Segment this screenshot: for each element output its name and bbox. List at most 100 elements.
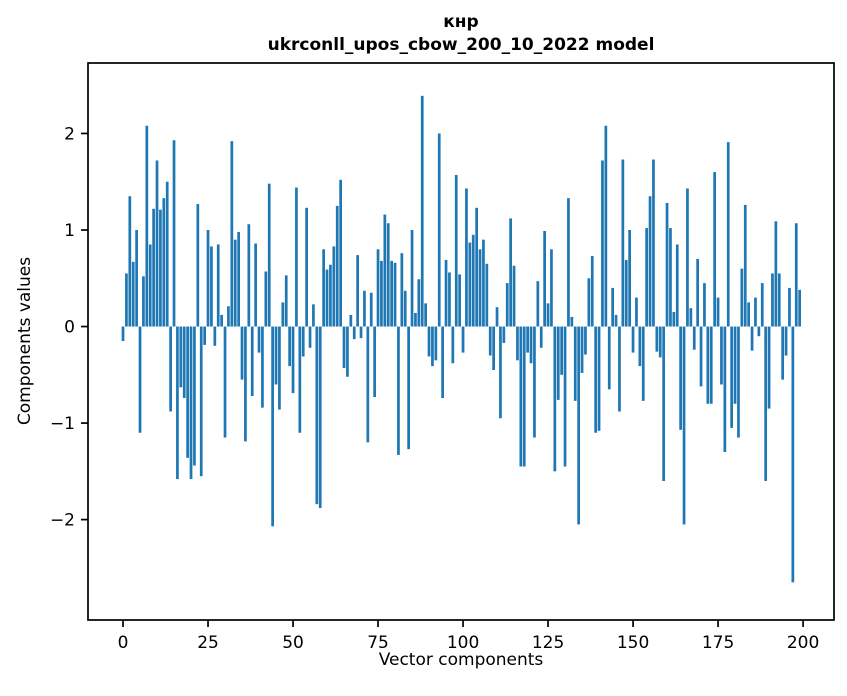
bar-55 <box>308 326 312 348</box>
y-tick-label--2: −2 <box>50 511 75 531</box>
bar-9 <box>152 208 155 327</box>
bar-146 <box>618 326 621 412</box>
x-tick-label-75: 75 <box>367 633 389 653</box>
bar-7 <box>145 125 149 327</box>
x-tick-label-50: 50 <box>282 633 304 653</box>
bar-108 <box>488 326 492 356</box>
y-tick-label-2: 2 <box>64 124 75 144</box>
bar-41 <box>261 326 264 408</box>
bar-73 <box>369 292 373 327</box>
bar-185 <box>750 326 754 351</box>
bar-199 <box>798 289 802 327</box>
y-axis-label: Components values <box>15 257 35 425</box>
bar-37 <box>247 224 251 327</box>
bar-22 <box>196 203 200 327</box>
bar-40 <box>257 326 261 353</box>
bar-28 <box>216 244 220 327</box>
bar-86 <box>414 313 417 327</box>
bar-131 <box>567 198 570 327</box>
bar-53 <box>301 326 305 357</box>
bar-129 <box>560 326 564 375</box>
bar-52 <box>298 326 302 433</box>
bar-30 <box>223 326 227 438</box>
bar-122 <box>536 281 540 327</box>
bar-136 <box>584 326 587 355</box>
x-tick-label-175: 175 <box>702 633 734 653</box>
bar-183 <box>743 204 747 327</box>
x-tick-label-200: 200 <box>787 633 819 653</box>
bar-193 <box>777 273 781 327</box>
bar-168 <box>692 326 696 350</box>
bar-116 <box>516 326 519 361</box>
bar-161 <box>669 228 672 327</box>
bar-90 <box>427 326 431 357</box>
bar-51 <box>295 187 298 327</box>
bar-165 <box>682 326 686 525</box>
bar-26 <box>210 246 213 327</box>
bar-101 <box>465 188 468 327</box>
bar-150 <box>631 326 635 353</box>
bar-114 <box>509 218 512 327</box>
bar-50 <box>291 326 295 394</box>
bar-63 <box>335 205 339 327</box>
bar-186 <box>754 297 757 327</box>
x-tick-label-100: 100 <box>447 633 479 653</box>
bar-88 <box>420 95 424 327</box>
bar-135 <box>580 326 584 373</box>
bar-197 <box>791 326 795 583</box>
bar-3 <box>131 261 135 327</box>
bar-118 <box>522 326 526 467</box>
bar-171 <box>703 283 706 327</box>
bar-169 <box>696 258 700 327</box>
bar-115 <box>512 265 516 327</box>
bar-61 <box>329 264 332 327</box>
bar-59 <box>322 249 325 327</box>
bar-96 <box>448 272 451 327</box>
bar-68 <box>352 326 356 340</box>
bar-105 <box>478 249 482 327</box>
bar-107 <box>485 263 489 327</box>
bar-128 <box>556 326 560 400</box>
bar-0 <box>121 326 125 342</box>
bar-159 <box>662 326 666 481</box>
bar-84 <box>407 326 410 450</box>
bar-62 <box>332 246 336 327</box>
bar-29 <box>220 314 223 327</box>
bar-106 <box>482 239 485 327</box>
bar-27 <box>213 326 217 346</box>
bar-89 <box>424 303 427 327</box>
bar-93 <box>437 133 441 327</box>
bar-149 <box>628 230 632 327</box>
bar-13 <box>165 181 169 327</box>
bar-79 <box>390 260 393 327</box>
chart-title: кнр <box>443 12 478 32</box>
bar-176 <box>720 326 723 385</box>
bar-196 <box>788 287 791 327</box>
bar-6 <box>142 276 145 327</box>
bar-25 <box>206 230 210 327</box>
bar-177 <box>723 326 727 453</box>
bar-98 <box>454 174 458 327</box>
bar-162 <box>672 312 676 327</box>
bar-141 <box>601 160 604 327</box>
bar-175 <box>716 297 720 327</box>
bar-77 <box>383 214 387 327</box>
bar-111 <box>499 326 502 419</box>
bar-120 <box>529 326 533 364</box>
bar-170 <box>699 326 703 387</box>
bar-182 <box>740 268 744 327</box>
bar-102 <box>468 242 472 327</box>
bar-32 <box>230 141 234 327</box>
bar-1 <box>125 273 128 327</box>
bar-31 <box>227 306 230 327</box>
bar-151 <box>635 297 638 327</box>
y-tick-label-1: 1 <box>64 221 75 241</box>
bar-66 <box>346 326 349 377</box>
bar-167 <box>689 308 693 327</box>
x-tick-label-125: 125 <box>532 633 564 653</box>
bar-60 <box>325 269 329 327</box>
bar-64 <box>339 179 342 327</box>
bar-87 <box>417 279 421 327</box>
bar-117 <box>519 326 523 467</box>
bar-103 <box>471 234 475 327</box>
